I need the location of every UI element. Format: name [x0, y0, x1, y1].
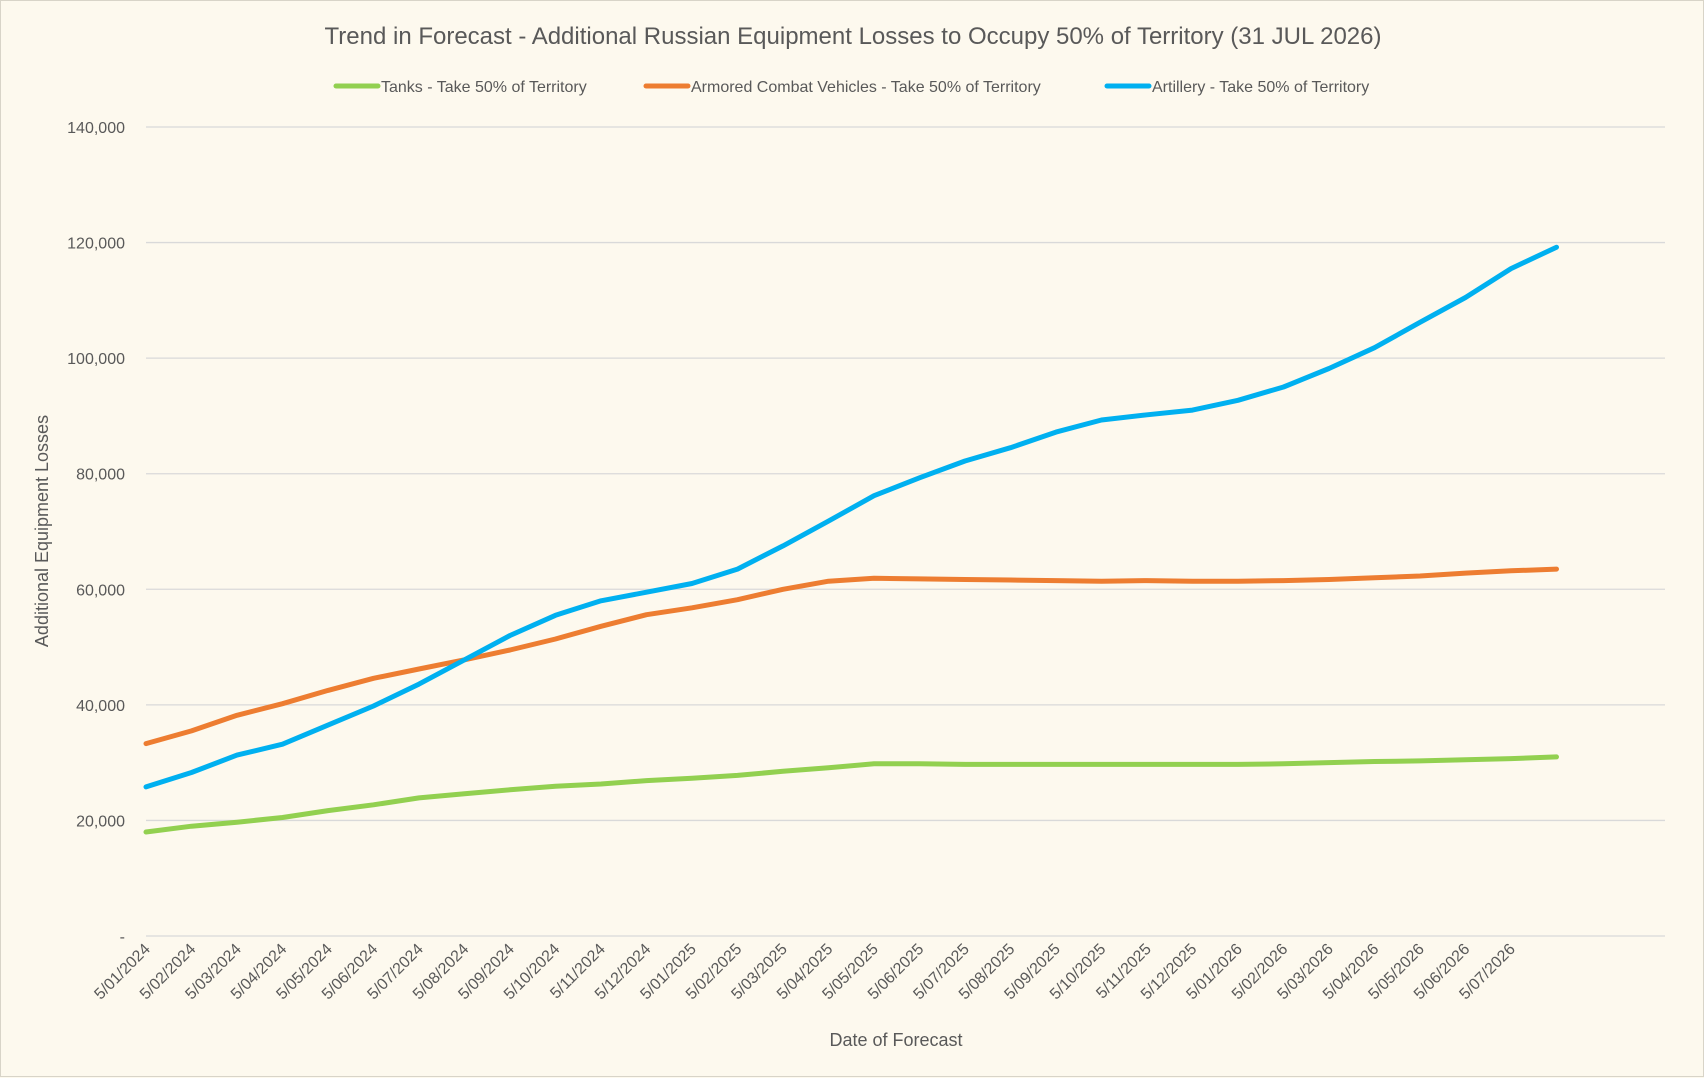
- series-line: [143, 244, 1559, 790]
- gridlines: [146, 126, 1665, 937]
- legend-label: Armored Combat Vehicles - Take 50% of Te…: [691, 79, 1041, 96]
- y-tick-label: 140,000: [67, 120, 125, 137]
- x-axis-label: Date of Forecast: [829, 1030, 962, 1050]
- y-tick-label: 80,000: [76, 467, 125, 484]
- y-tick-label: 60,000: [76, 582, 125, 599]
- series-line: [143, 566, 1559, 747]
- y-tick-label: 100,000: [67, 351, 125, 368]
- series-line: [143, 754, 1559, 835]
- legend-label: Artillery - Take 50% of Territory: [1152, 79, 1369, 96]
- y-tick-label: 40,000: [76, 698, 125, 715]
- y-tick-label: 120,000: [67, 236, 125, 253]
- x-axis-ticks: 5/01/20245/02/20245/03/20245/04/20245/05…: [91, 941, 1518, 1003]
- y-axis-ticks: - 20,000 40,000 60,000 80,000 100,000 120,000 1…: [67, 120, 125, 946]
- legend-label: Tanks - Take 50% of Territory: [381, 79, 587, 96]
- y-tick-label: -: [120, 929, 125, 946]
- y-axis-label: Additional Equipment Losses: [32, 415, 52, 647]
- legend: Tanks - Take 50% of Territory Armored Com…: [333, 79, 1369, 96]
- y-tick-label: 20,000: [76, 813, 125, 830]
- series-lines: [143, 244, 1559, 835]
- chart-title: Trend in Forecast - Additional Russian E…: [325, 23, 1382, 50]
